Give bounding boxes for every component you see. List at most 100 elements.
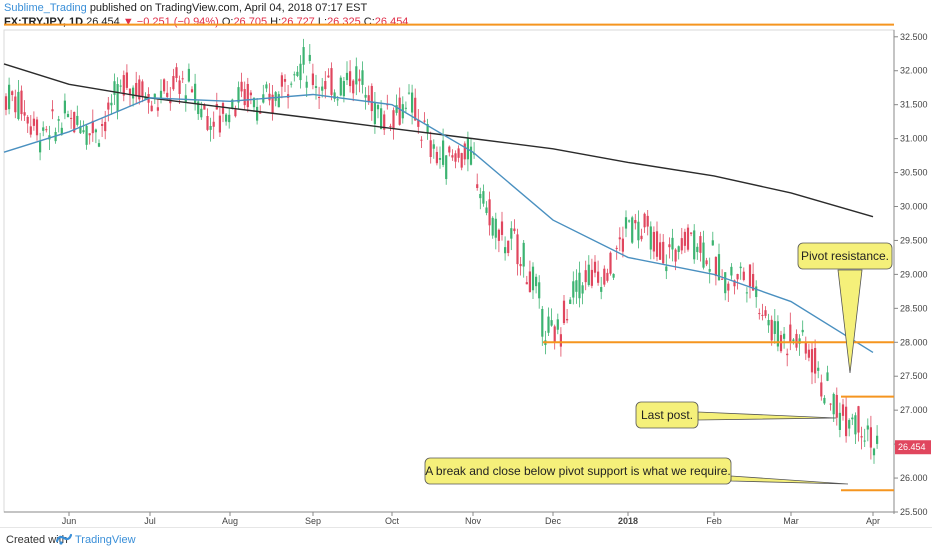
candle-body — [497, 229, 500, 241]
candle-body — [581, 285, 584, 294]
candle-body — [640, 235, 643, 240]
candle-body — [801, 329, 804, 333]
candle-body — [494, 218, 497, 238]
candle-body — [172, 76, 175, 90]
candle-body — [748, 264, 752, 287]
candle-body — [82, 130, 85, 133]
candle-body — [696, 246, 699, 253]
last-price-tag — [895, 440, 931, 455]
candle-body — [451, 155, 454, 158]
candle-body — [476, 184, 479, 188]
candle-body — [221, 103, 225, 114]
candle-body — [578, 272, 581, 299]
candle-body — [411, 92, 414, 113]
candle-body — [181, 78, 184, 80]
candle-body — [851, 417, 854, 420]
candle-body — [243, 89, 246, 106]
candle-body — [845, 406, 848, 437]
x-tick-label: Feb — [706, 516, 722, 526]
candle-body — [166, 92, 169, 97]
callout-box[interactable] — [424, 457, 732, 485]
candle-body — [240, 81, 243, 92]
candle-body — [57, 119, 60, 121]
candle-body — [727, 283, 730, 291]
candle-body — [26, 116, 29, 124]
candle-body — [752, 273, 755, 291]
candle-body — [479, 194, 482, 199]
candle-body — [91, 120, 94, 134]
callout-box[interactable] — [797, 242, 893, 270]
candle-body — [203, 104, 206, 110]
candle-body — [110, 102, 113, 106]
plot-frame — [3, 29, 895, 513]
candle-body — [63, 100, 66, 114]
candle-body — [522, 242, 525, 267]
author-link[interactable]: Sublime_Trading — [4, 2, 87, 14]
candle-body — [190, 89, 194, 93]
candle-body — [271, 94, 274, 114]
candle-body — [773, 321, 776, 334]
candle-body — [380, 108, 383, 130]
candle-body — [305, 81, 308, 88]
candle-body — [745, 292, 748, 294]
candle-body — [246, 83, 249, 108]
candle-body — [559, 334, 562, 347]
y-tick-label: 31.500 — [900, 100, 928, 110]
candle-body — [516, 234, 519, 265]
candle-body — [786, 353, 789, 356]
candle-body — [593, 261, 597, 273]
candle-body — [860, 436, 863, 438]
candle-body — [228, 114, 231, 123]
candle-body — [454, 153, 457, 162]
candle-body — [590, 269, 593, 286]
candle-body — [460, 153, 463, 168]
candle-body — [876, 435, 879, 444]
candle-body — [857, 406, 860, 433]
candle-body — [194, 83, 197, 104]
candle-body — [742, 271, 745, 281]
tradingview-link[interactable]: TradingView — [75, 534, 136, 546]
candle-body — [550, 320, 553, 326]
candle-body — [525, 282, 528, 285]
candle-body — [507, 240, 510, 254]
candle-body — [621, 238, 624, 252]
candle-body — [370, 85, 373, 112]
candle-body — [283, 79, 287, 82]
x-tick-label: Nov — [465, 516, 482, 526]
candle-body — [156, 107, 159, 111]
long-moving-average-line — [3, 63, 874, 218]
candle-body — [314, 86, 318, 88]
candle-body — [135, 82, 138, 97]
candle-body — [829, 403, 832, 405]
candle-body — [159, 90, 163, 99]
candle-body — [448, 146, 451, 153]
candle-body — [280, 75, 283, 87]
candle-body — [528, 271, 531, 293]
candle-body — [234, 109, 237, 117]
candle-body — [566, 319, 569, 321]
candle-body — [513, 228, 516, 232]
candle-body — [637, 221, 640, 241]
y-tick-label: 27.500 — [900, 371, 928, 381]
open-label: O: — [221, 16, 234, 28]
candle-body — [500, 221, 504, 235]
candle-body — [311, 73, 314, 86]
candle-body — [60, 127, 63, 135]
callout-pointer — [730, 475, 849, 485]
candle-body — [404, 107, 407, 109]
candle-body — [693, 230, 696, 260]
candle-body — [680, 238, 683, 251]
candle-body — [510, 228, 513, 239]
candle-body — [804, 341, 807, 354]
callout-box[interactable] — [635, 401, 699, 429]
candle-body — [321, 86, 324, 91]
candle-body — [764, 310, 767, 316]
candle-body — [150, 105, 153, 112]
candle-body — [200, 108, 203, 118]
candle-body — [252, 97, 256, 108]
candle-body — [20, 90, 23, 115]
price-chart[interactable]: 25.50026.00026.50027.00027.50028.00028.5… — [0, 0, 932, 527]
candle-body — [575, 280, 578, 292]
candle-body — [761, 314, 764, 316]
candle-body — [708, 269, 711, 272]
